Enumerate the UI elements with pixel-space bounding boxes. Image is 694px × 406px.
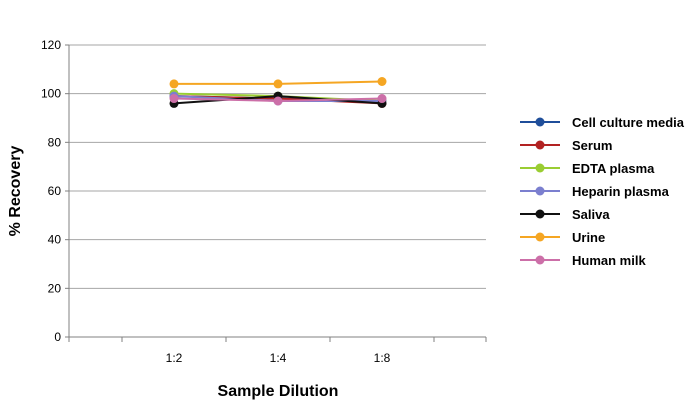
legend-marker — [535, 232, 545, 242]
legend-entry: Urine — [520, 230, 605, 245]
y-tick-label: 40 — [48, 233, 62, 247]
legend-entry: Saliva — [520, 207, 610, 222]
data-point — [377, 77, 387, 86]
legend-marker — [535, 255, 545, 265]
legend-marker — [535, 186, 545, 196]
x-tick-label: 1:8 — [374, 351, 391, 365]
legend-marker — [535, 140, 545, 150]
legend-label: EDTA plasma — [572, 161, 655, 176]
x-tick-label: 1:4 — [270, 351, 287, 365]
legend-entry: EDTA plasma — [520, 161, 655, 176]
data-point — [169, 79, 179, 89]
y-tick-label: 20 — [48, 281, 62, 295]
x-axis-title: Sample Dilution — [218, 383, 339, 400]
y-tick-label: 120 — [41, 38, 61, 52]
y-tick-label: 0 — [54, 330, 61, 344]
data-point — [169, 94, 179, 104]
data-point — [273, 96, 283, 106]
legend-label: Cell culture media — [572, 115, 685, 130]
y-tick-label: 60 — [48, 184, 62, 198]
series-human-milk — [169, 94, 387, 106]
legend-label: Saliva — [572, 207, 610, 222]
data-point — [377, 94, 387, 104]
y-tick-labels: 0 20 40 60 80 100 120 — [41, 38, 61, 344]
legend-label: Heparin plasma — [572, 184, 670, 199]
legend-marker — [535, 209, 545, 219]
y-tick-label: 80 — [48, 135, 62, 149]
axes — [65, 44, 487, 342]
legend-entry: Human milk — [520, 253, 646, 268]
legend-entry: Serum — [520, 138, 612, 153]
legend-marker — [535, 163, 545, 173]
y-axis-title: % Recovery — [7, 146, 24, 237]
legend-entry: Cell culture media — [520, 115, 685, 130]
legend-marker — [535, 117, 545, 127]
y-tick-label: 100 — [41, 87, 61, 101]
legend-label: Urine — [572, 230, 605, 245]
x-tick-label: 1:2 — [166, 351, 183, 365]
legend-entry: Heparin plasma — [520, 184, 670, 199]
data-point — [273, 79, 283, 89]
series-urine — [169, 77, 387, 89]
x-tick-labels: 1:2 1:4 1:8 — [166, 351, 391, 365]
legend-label: Serum — [572, 138, 612, 153]
legend: Cell culture media Serum EDTA plasma Hepari… — [520, 115, 685, 268]
series-lines — [169, 77, 387, 108]
legend-label: Human milk — [572, 253, 646, 268]
